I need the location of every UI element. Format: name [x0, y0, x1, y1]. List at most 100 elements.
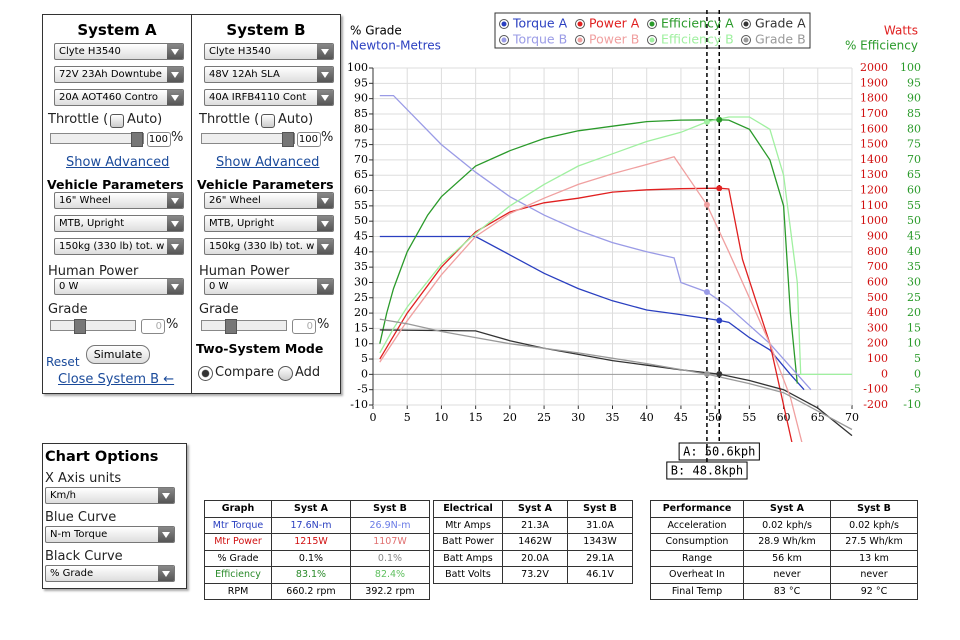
controller-select[interactable]: 20A AOT460 Contro — [54, 89, 184, 106]
y3-tick-label: 80 — [907, 122, 921, 135]
y2-tick-label: 2000 — [860, 61, 888, 74]
slider-thumb[interactable] — [225, 319, 237, 334]
chart-options-panel: Chart Options X Axis units Km/h Blue Cur… — [42, 443, 187, 589]
legend-marker-dot — [743, 21, 749, 27]
cursor-label: A: 50.6kph — [683, 445, 755, 459]
grade-input[interactable]: 0 — [141, 319, 165, 334]
slider-thumb[interactable] — [74, 319, 86, 334]
auto-label: Auto) — [127, 112, 163, 127]
y3-tick-label: 65 — [907, 168, 921, 181]
compare-radio[interactable] — [198, 366, 213, 381]
table-cell: RPM — [204, 582, 272, 600]
legend-marker-dot — [649, 21, 655, 27]
cursor-dot — [703, 201, 710, 208]
select-text: 72V 23Ah Downtube — [59, 69, 162, 80]
series-line — [379, 94, 812, 391]
select-text: MTB, Upright — [59, 218, 125, 229]
y2-tick-label: 400 — [867, 306, 888, 319]
position-select[interactable]: MTB, Upright — [204, 215, 334, 232]
table-cell: 17.6N-m — [271, 516, 351, 534]
table-cell: 1462W — [502, 533, 568, 551]
legend-marker-dot — [577, 21, 583, 27]
percent-label: % — [317, 317, 330, 332]
show-advanced-link[interactable]: Show Advanced — [66, 155, 170, 170]
x-tick-label: 15 — [469, 411, 483, 424]
slider-thumb[interactable] — [131, 132, 143, 147]
wheel-select[interactable]: 16" Wheel — [54, 192, 184, 209]
table-cell: never — [743, 566, 831, 584]
x-tick-label: 10 — [434, 411, 448, 424]
y-tick-label: 75 — [354, 138, 368, 151]
y3-tick-label: 35 — [907, 260, 921, 273]
throttle-input[interactable]: 100 — [297, 132, 321, 147]
select-text: % Grade — [50, 568, 94, 579]
reset-link[interactable]: Reset — [46, 355, 80, 369]
table-cell: Final Temp — [650, 582, 744, 600]
y-tick-label: 85 — [354, 107, 368, 120]
throttle-slider[interactable] — [201, 132, 295, 147]
throttle-slider[interactable] — [50, 132, 144, 147]
table-cell: Mtr Torque — [204, 516, 272, 534]
table-cell: 31.0A — [567, 516, 633, 534]
position-select[interactable]: MTB, Upright — [54, 215, 184, 232]
cursor-dot — [716, 116, 723, 123]
slider-thumb[interactable] — [282, 132, 294, 147]
table-cell: 29.1A — [567, 549, 633, 567]
section-heading: Two-System Mode — [196, 341, 324, 356]
x-tick-label: 55 — [742, 411, 756, 424]
throttle-input[interactable]: 100 — [147, 132, 171, 147]
motor-select[interactable]: Clyte H3540 — [54, 43, 184, 60]
legend-label: Grade B — [755, 32, 806, 47]
table-header: Graph — [204, 500, 272, 518]
table-header: Syst B — [830, 500, 918, 518]
x-tick-label: 40 — [640, 411, 654, 424]
legend-marker-dot — [649, 37, 655, 43]
human-power-label: Human Power — [48, 264, 139, 279]
cursor-label-box — [666, 461, 748, 480]
x-axis-select[interactable]: Km/h — [45, 487, 175, 504]
show-advanced-link[interactable]: Show Advanced — [216, 155, 320, 170]
y3-tick-label: 100 — [900, 61, 921, 74]
table-cell: Batt Volts — [433, 566, 503, 584]
motor-select[interactable]: Clyte H3540 — [204, 43, 334, 60]
y2-tick-label: 600 — [867, 275, 888, 288]
grade-slider[interactable] — [201, 319, 287, 334]
panel-title: Chart Options — [45, 449, 159, 465]
auto-checkbox[interactable] — [110, 114, 124, 128]
y2-tick-label: 1900 — [860, 76, 888, 89]
human-power-select[interactable]: 0 W — [54, 278, 184, 295]
select-text: 20A AOT460 Contro — [59, 92, 159, 103]
human-power-select[interactable]: 0 W — [204, 278, 334, 295]
weight-select[interactable]: 150kg (330 lb) tot. w — [54, 238, 184, 255]
option-label: Blue Curve — [45, 510, 117, 525]
add-radio[interactable] — [278, 366, 293, 381]
table-cell: Mtr Amps — [433, 516, 503, 534]
close-link[interactable]: Close System B ← — [58, 372, 175, 387]
blue-curve-select[interactable]: N-m Torque — [45, 526, 175, 543]
grade-slider[interactable] — [50, 319, 136, 334]
cursor-label: B: 48.8kph — [671, 464, 743, 478]
grade-input[interactable]: 0 — [292, 319, 316, 334]
table-cell: 26.9N-m — [350, 516, 430, 534]
simulate-button[interactable]: Simulate — [86, 345, 150, 364]
table-cell: Acceleration — [650, 516, 744, 534]
y2-tick-label: 100 — [867, 352, 888, 365]
table-cell: Mtr Power — [204, 533, 272, 551]
auto-label: Auto) — [278, 112, 314, 127]
y3-tick-label: 55 — [907, 199, 921, 212]
y2-tick-label: 1300 — [860, 168, 888, 181]
y-tick-label: -10 — [350, 398, 368, 411]
battery-select[interactable]: 72V 23Ah Downtube — [54, 66, 184, 83]
auto-checkbox[interactable] — [261, 114, 275, 128]
legend-label: Torque A — [512, 16, 568, 31]
y-tick-label: 65 — [354, 168, 368, 181]
y3-tick-label: 95 — [907, 76, 921, 89]
battery-select[interactable]: 48V 12Ah SLA — [204, 66, 334, 83]
weight-select[interactable]: 150kg (330 lb) tot. w — [204, 238, 334, 255]
black-curve-select[interactable]: % Grade — [45, 565, 175, 582]
controller-select[interactable]: 40A IRFB4110 Cont — [204, 89, 334, 106]
x-tick-label: 60 — [777, 411, 791, 424]
y3-tick-label: -10 — [903, 398, 921, 411]
wheel-select[interactable]: 26" Wheel — [204, 192, 334, 209]
plot-area — [379, 94, 853, 442]
